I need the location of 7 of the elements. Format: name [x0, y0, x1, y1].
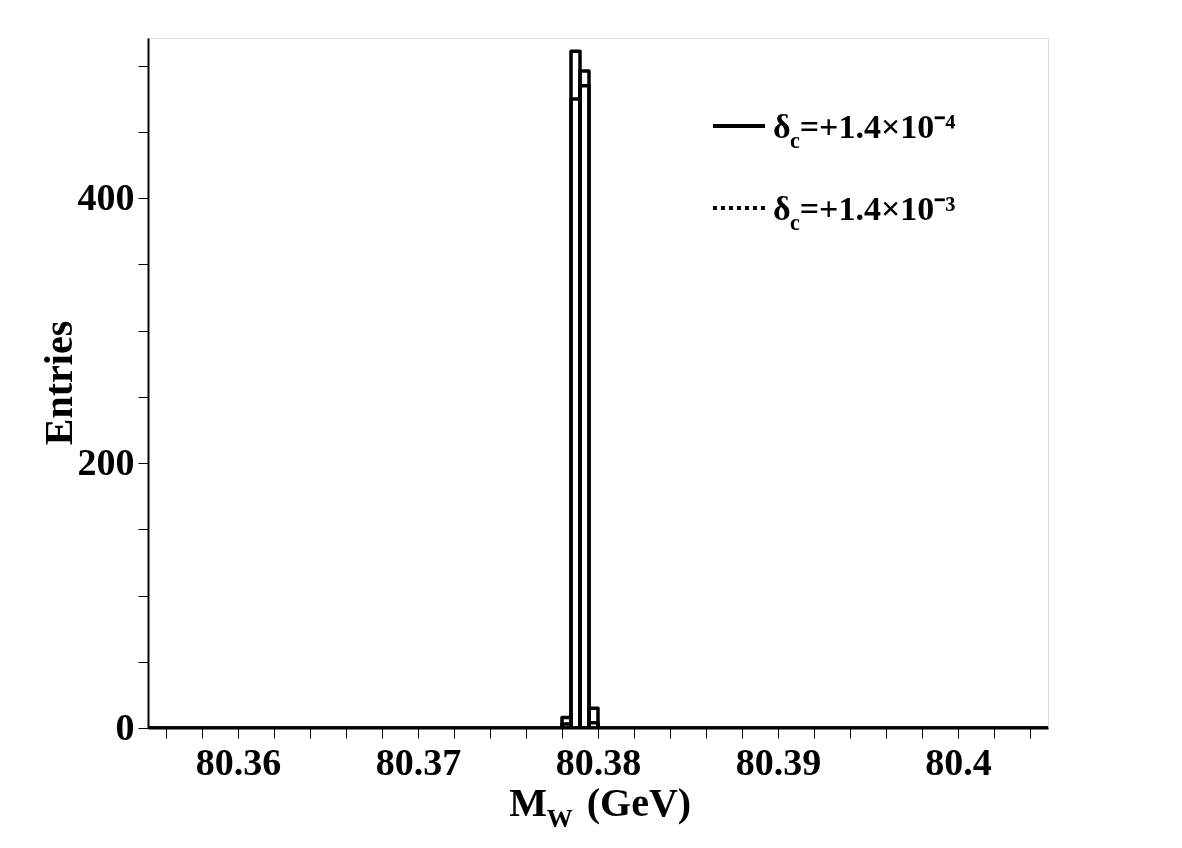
x-tick-label: 80.37	[375, 740, 462, 783]
x-tick-label: 80.4	[925, 740, 992, 783]
y-tick-label: 400	[77, 175, 135, 218]
x-tick-label: 80.36	[195, 740, 282, 783]
x-tick-label: 80.38	[555, 740, 642, 783]
x-tick-label: 80.39	[735, 740, 822, 783]
y-tick-label: 0	[115, 705, 135, 748]
